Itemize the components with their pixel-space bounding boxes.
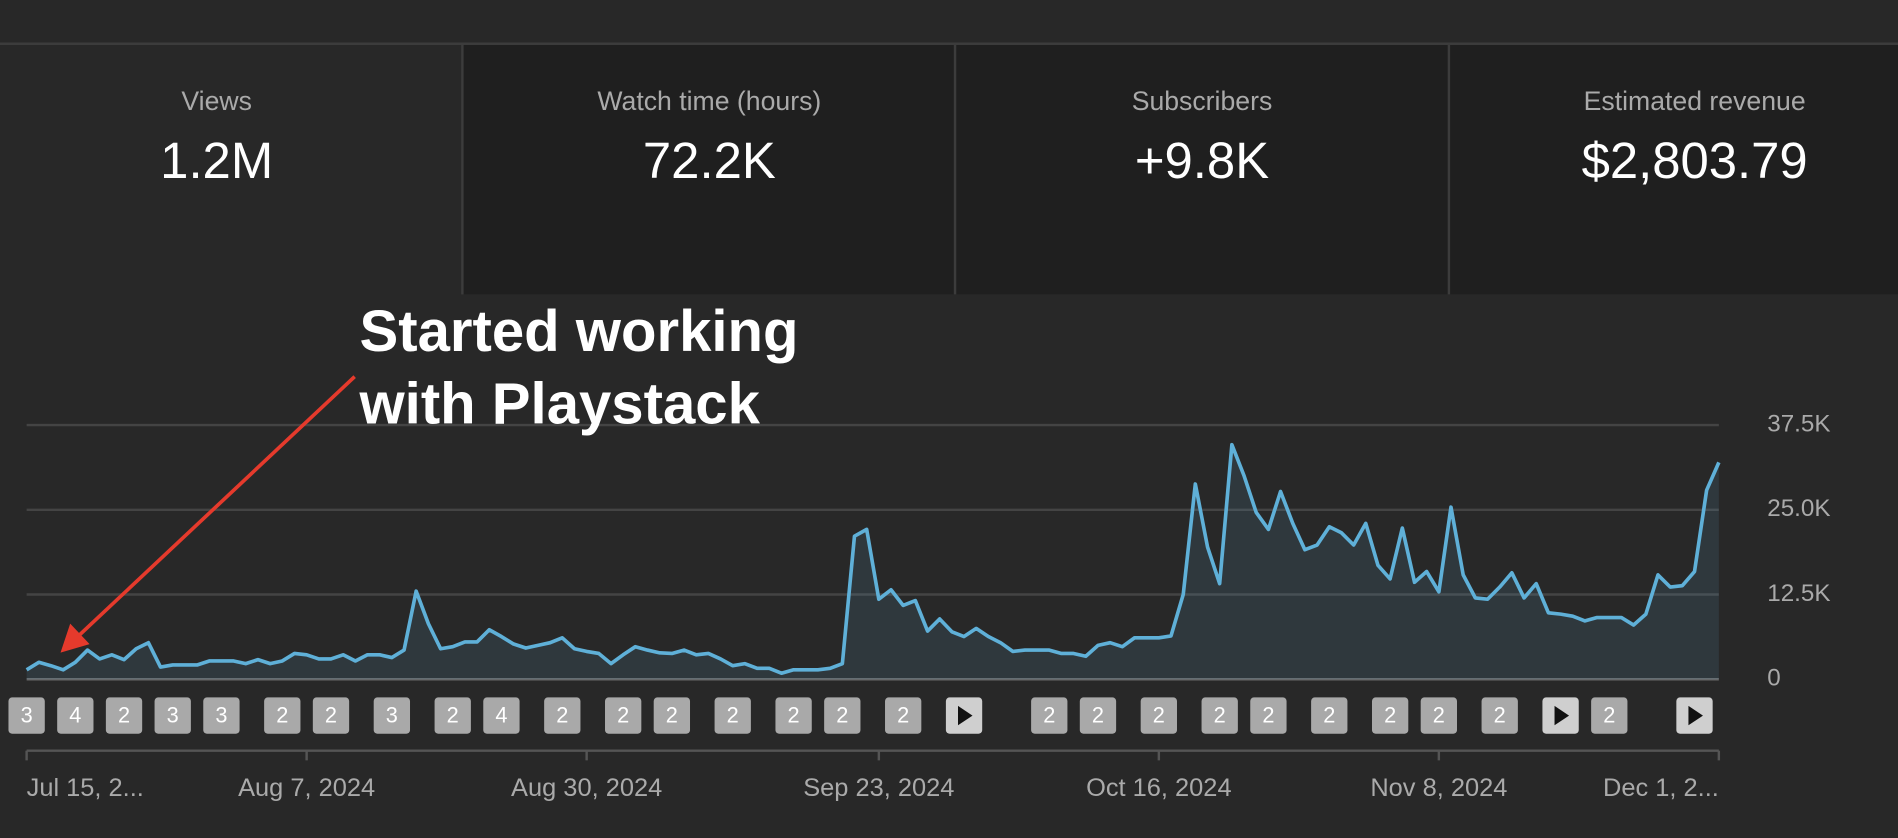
line <box>25 442 1721 676</box>
video-marker[interactable] <box>1311 697 1348 734</box>
video-marker-label: 4 <box>495 703 507 728</box>
video-marker-label: 2 <box>1262 703 1274 728</box>
video-marker-label: 2 <box>1092 703 1104 728</box>
video-marker[interactable] <box>154 697 191 734</box>
video-marker-label: 2 <box>897 703 909 728</box>
video-marker[interactable] <box>105 697 143 734</box>
video-marker-label: 2 <box>788 703 800 728</box>
video-marker[interactable] <box>312 697 350 734</box>
video-marker-label: 4 <box>69 703 81 728</box>
video-marker-label: 3 <box>215 703 227 728</box>
play-icon <box>957 705 973 726</box>
video-marker[interactable] <box>1420 697 1458 734</box>
video-marker[interactable] <box>1250 697 1287 734</box>
annotation: Started working with Playstack <box>60 299 799 653</box>
video-marker[interactable] <box>605 697 642 734</box>
video-marker[interactable] <box>824 697 861 734</box>
chart: 0 12.5K 25.0K 37.5K 3 4 2 3 3 2 2 3 2 4 2 2 2 2 2 2 2 2 2 2 2 2 2 2… <box>8 410 1830 802</box>
annotation-text: Started working <box>360 299 799 364</box>
video-marker-label: 3 <box>386 703 398 728</box>
y-tick-label: 12.5K <box>1767 580 1830 607</box>
cards-bg <box>463 44 1898 295</box>
card-value: 1.2M <box>160 132 273 189</box>
video-marker-label: 2 <box>1433 703 1445 728</box>
video-marker[interactable] <box>264 697 301 734</box>
video-marker-label: 2 <box>666 703 678 728</box>
video-marker-label: 2 <box>1043 703 1055 728</box>
card-value: $2,803.79 <box>1582 132 1808 189</box>
video-marker-label: 2 <box>1214 703 1226 728</box>
video-marker-label: 2 <box>556 703 568 728</box>
video-marker[interactable] <box>434 697 471 734</box>
arrow-head <box>60 623 90 653</box>
video-marker[interactable] <box>57 697 94 734</box>
x-tick-label: Oct 16, 2024 <box>1086 774 1231 802</box>
x-tick-label: Jul 15, 2... <box>27 774 144 802</box>
video-marker[interactable] <box>775 697 812 734</box>
video-marker-label: 2 <box>617 703 629 728</box>
x-tick-label: Aug 7, 2024 <box>238 774 375 802</box>
card-value: +9.8K <box>1135 132 1269 189</box>
video-marker[interactable] <box>1481 697 1518 734</box>
video-marker-label: 2 <box>1323 703 1335 728</box>
video-marker-label: 2 <box>1384 703 1396 728</box>
card-label: Subscribers <box>1132 86 1273 116</box>
video-marker-label: 2 <box>118 703 130 728</box>
x-tick-label: Sep 23, 2024 <box>803 774 954 802</box>
video-marker-label: 3 <box>21 703 33 728</box>
video-marker[interactable] <box>653 697 691 734</box>
video-marker[interactable] <box>483 697 520 734</box>
video-marker[interactable] <box>1079 697 1117 734</box>
video-marker-label: 2 <box>276 703 288 728</box>
video-marker[interactable] <box>714 697 751 734</box>
video-marker[interactable] <box>8 697 45 734</box>
annotation-text: with Playstack <box>359 371 761 436</box>
play-icon <box>1688 705 1703 726</box>
video-marker[interactable] <box>1031 697 1068 734</box>
video-marker[interactable] <box>885 697 922 734</box>
video-marker[interactable] <box>203 697 240 734</box>
video-marker-label: 2 <box>1603 703 1615 728</box>
video-marker-label: 2 <box>1153 703 1165 728</box>
y-tick-label: 0 <box>1767 665 1780 692</box>
video-marker-label: 2 <box>836 703 848 728</box>
y-tick-label: 25.0K <box>1767 495 1830 522</box>
x-tick-label: Aug 30, 2024 <box>511 774 662 802</box>
area <box>26 444 1719 680</box>
card-label: Views <box>181 86 252 116</box>
video-marker[interactable] <box>1591 697 1628 734</box>
video-marker[interactable] <box>1140 697 1177 734</box>
video-marker[interactable] <box>1201 697 1238 734</box>
video-marker[interactable] <box>373 697 411 734</box>
x-tick-label: Dec 1, 2... <box>1603 774 1719 802</box>
video-marker-label: 2 <box>727 703 739 728</box>
y-tick-label: 37.5K <box>1767 410 1830 437</box>
video-marker-label: 2 <box>447 703 459 728</box>
annotation-arrow <box>76 375 356 639</box>
card-label: Estimated revenue <box>1584 86 1806 116</box>
play-icon <box>1554 705 1570 726</box>
metric-cards: Views 1.2M Watch time (hours) 72.2K Subscrib… <box>160 86 1808 189</box>
x-tick-label: Nov 8, 2024 <box>1370 774 1507 802</box>
card-label: Watch time (hours) <box>597 86 821 116</box>
video-marker[interactable] <box>1371 697 1409 734</box>
card-value: 72.2K <box>643 132 776 189</box>
video-marker-label: 2 <box>325 703 337 728</box>
video-marker-label: 3 <box>167 703 179 728</box>
video-marker-label: 2 <box>1494 703 1506 728</box>
video-marker[interactable] <box>544 697 581 734</box>
